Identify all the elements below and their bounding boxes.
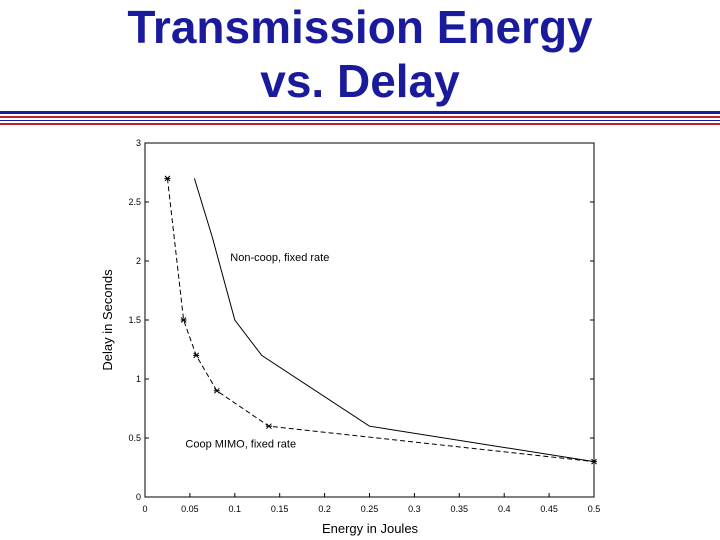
series-line-2 (166, 178, 595, 463)
title-rule-blue-thin (0, 120, 720, 121)
x-tick-label: 0.05 (181, 504, 199, 514)
series-annotation-1: Non-coop, fixed rate (230, 252, 329, 264)
slide-title-line-2: vs. Delay (260, 55, 460, 107)
x-tick-label: 0.3 (408, 504, 421, 514)
series-line-1 (193, 178, 595, 463)
y-tick-label: 2.5 (128, 197, 141, 207)
title-rule-red (0, 116, 720, 118)
title-rule-red-thin (0, 123, 720, 125)
y-tick-label: 3 (136, 138, 141, 148)
y-tick-label: 1 (136, 374, 141, 384)
y-axis-label: Delay in Seconds (100, 269, 115, 371)
x-tick-label: 0 (142, 504, 147, 514)
slide-title-line-1: Transmission Energy (127, 1, 593, 53)
y-tick-label: 0 (136, 492, 141, 502)
series-annotation-2: Coop MIMO, fixed rate (185, 438, 296, 450)
y-tick-label: 2 (136, 256, 141, 266)
x-axis-label: Energy in Joules (322, 521, 419, 536)
data-point-marker (180, 317, 187, 323)
data-point-marker (213, 387, 220, 394)
x-tick-label: 0.4 (498, 504, 511, 514)
data-point-marker (265, 423, 272, 430)
x-tick-label: 0.5 (588, 504, 601, 514)
x-tick-label: 0.2 (318, 504, 331, 514)
x-tick-label: 0.1 (229, 504, 242, 514)
x-tick-label: 0.25 (361, 504, 379, 514)
title-rule-blue (0, 111, 720, 114)
x-tick-label: 0.45 (540, 504, 558, 514)
x-tick-label: 0.35 (451, 504, 469, 514)
data-point-marker (164, 175, 171, 182)
data-point-marker (193, 352, 200, 359)
x-tick-label: 0.15 (271, 504, 289, 514)
y-tick-label: 1.5 (128, 315, 141, 325)
data-point-marker (591, 458, 597, 465)
y-tick-label: 0.5 (128, 433, 141, 443)
